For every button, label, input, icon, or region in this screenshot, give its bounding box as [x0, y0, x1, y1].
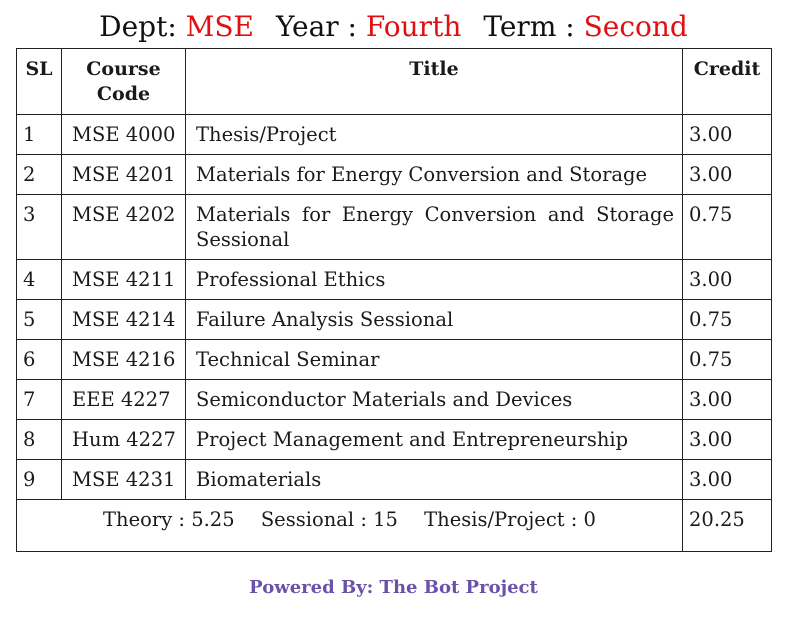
cell-credit: 3.00 [682, 259, 772, 300]
header-credit: Credit [682, 48, 772, 115]
term-label: Term : [483, 10, 584, 43]
cell-sl: 2 [16, 154, 62, 195]
cell-code: MSE 4214 [61, 299, 186, 340]
table-row: 5 MSE 4214 Failure Analysis Sessional 0.… [16, 299, 772, 340]
cell-credit: 0.75 [682, 299, 772, 340]
cell-sl: 1 [16, 114, 62, 155]
cell-sl: 3 [16, 194, 62, 260]
header-course-code: Course Code [61, 48, 186, 115]
cell-code: MSE 4201 [61, 154, 186, 195]
header-row: SL Course Code Title Credit [16, 48, 772, 115]
header-sl: SL [16, 48, 62, 115]
table-row: 9 MSE 4231 Biomaterials 3.00 [16, 459, 772, 500]
cell-sl: 5 [16, 299, 62, 340]
cell-credit: 3.00 [682, 154, 772, 195]
term-value: Second [583, 10, 688, 43]
table-row: 2 MSE 4201 Materials for Energy Conversi… [16, 154, 772, 195]
cell-code: MSE 4202 [61, 194, 186, 260]
cell-credit: 3.00 [682, 379, 772, 420]
year-label: Year : [275, 10, 366, 43]
summary-cell: Theory : 5.25 Sessional : 15 Thesis/Proj… [16, 499, 683, 552]
table-row: 7 EEE 4227 Semiconductor Materials and D… [16, 379, 772, 420]
cell-sl: 9 [16, 459, 62, 500]
cell-sl: 4 [16, 259, 62, 300]
cell-code: Hum 4227 [61, 419, 186, 460]
table-row: 3 MSE 4202 Materials for Energy Conversi… [16, 194, 772, 260]
cell-code: MSE 4216 [61, 339, 186, 380]
header-course-code-line1: Course [86, 58, 161, 80]
cell-code: MSE 4211 [61, 259, 186, 300]
table-row: 4 MSE 4211 Professional Ethics 3.00 [16, 259, 772, 300]
cell-code: MSE 4000 [61, 114, 186, 155]
summary-row: Theory : 5.25 Sessional : 15 Thesis/Proj… [16, 499, 772, 552]
table-row: 8 Hum 4227 Project Management and Entrep… [16, 419, 772, 460]
course-table: SL Course Code Title Credit 1 MSE 4000 T… [16, 48, 772, 552]
header-title: Title [185, 48, 683, 115]
cell-title: Failure Analysis Sessional [185, 299, 683, 340]
cell-title: Thesis/Project [185, 114, 683, 155]
table-row: 1 MSE 4000 Thesis/Project 3.00 [16, 114, 772, 155]
page-heading: Dept: MSE Year : Fourth Term : Second [0, 8, 787, 46]
cell-code: EEE 4227 [61, 379, 186, 420]
summary-theory: Theory : 5.25 [103, 508, 235, 531]
summary-total-credit: 20.25 [682, 499, 772, 552]
summary-thesis: Thesis/Project : 0 [424, 508, 596, 531]
summary-sessional: Sessional : 15 [260, 508, 398, 531]
cell-credit: 3.00 [682, 459, 772, 500]
cell-credit: 0.75 [682, 339, 772, 380]
cell-sl: 6 [16, 339, 62, 380]
cell-sl: 8 [16, 419, 62, 460]
table-row: 6 MSE 4216 Technical Seminar 0.75 [16, 339, 772, 380]
cell-title: Technical Seminar [185, 339, 683, 380]
powered-by-footer: Powered By: The Bot Project [249, 577, 538, 598]
cell-title: Biomaterials [185, 459, 683, 500]
cell-title: Professional Ethics [185, 259, 683, 300]
cell-title: Materials for Energy Conversion and Stor… [185, 194, 683, 260]
cell-credit: 3.00 [682, 419, 772, 460]
cell-title: Project Management and Entrepreneurship [185, 419, 683, 460]
year-value: Fourth [365, 10, 462, 43]
dept-value: MSE [185, 10, 254, 43]
cell-title: Semiconductor Materials and Devices [185, 379, 683, 420]
cell-sl: 7 [16, 379, 62, 420]
dept-label: Dept: [99, 10, 186, 43]
cell-title: Materials for Energy Conversion and Stor… [185, 154, 683, 195]
cell-credit: 3.00 [682, 114, 772, 155]
header-course-code-line2: Code [96, 83, 151, 105]
cell-credit: 0.75 [682, 194, 772, 260]
cell-code: MSE 4231 [61, 459, 186, 500]
